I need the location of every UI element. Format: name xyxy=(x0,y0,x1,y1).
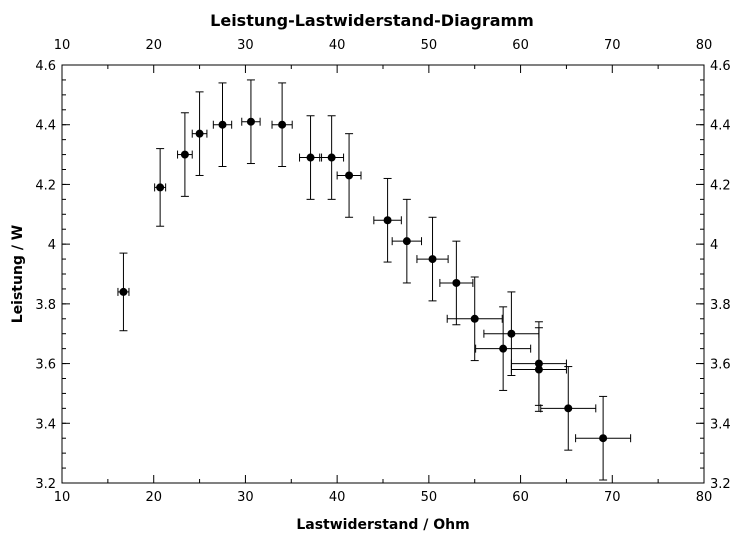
y-tick-label-left: 4 xyxy=(48,238,56,253)
x-tick-label-top: 30 xyxy=(237,38,254,53)
x-tick-label-bottom: 40 xyxy=(329,490,346,505)
x-tick-label-bottom: 10 xyxy=(54,490,71,505)
x-tick-label-top: 20 xyxy=(145,38,162,53)
x-tick-label-bottom: 70 xyxy=(604,490,621,505)
data-point xyxy=(599,434,608,443)
data-point xyxy=(306,153,315,162)
y-tick-label-right: 4.6 xyxy=(710,59,731,74)
data-point xyxy=(218,120,227,129)
data-point xyxy=(383,216,392,225)
x-axis-label: Lastwiderstand / Ohm xyxy=(296,517,469,533)
data-point xyxy=(470,314,479,323)
x-tick-label-top: 70 xyxy=(604,38,621,53)
y-tick-label-left: 3.6 xyxy=(35,358,56,373)
data-point xyxy=(345,171,354,180)
x-tick-label-bottom: 30 xyxy=(237,490,254,505)
data-point xyxy=(327,153,336,162)
data-point xyxy=(195,129,204,138)
data-point xyxy=(564,404,573,413)
chart-title: Leistung-Lastwiderstand-Diagramm xyxy=(210,11,534,30)
data-points xyxy=(117,79,632,481)
data-point xyxy=(402,237,411,246)
x-tick-label-top: 80 xyxy=(696,38,713,53)
x-tick-label-top: 40 xyxy=(329,38,346,53)
y-tick-label-left: 3.4 xyxy=(35,417,56,432)
x-tick-label-top: 60 xyxy=(512,38,529,53)
x-tick-label-top: 50 xyxy=(421,38,438,53)
y-tick-label-right: 4.4 xyxy=(710,119,731,134)
data-point xyxy=(428,255,437,264)
data-point xyxy=(180,150,189,159)
x-tick-label-bottom: 50 xyxy=(421,490,438,505)
y-tick-label-left: 3.2 xyxy=(35,477,56,492)
axis-ticks xyxy=(61,64,705,484)
y-tick-label-left: 4.6 xyxy=(35,59,56,74)
y-tick-label-left: 3.8 xyxy=(35,298,56,313)
y-tick-label-right: 4.2 xyxy=(710,178,731,193)
data-point xyxy=(246,117,255,126)
x-tick-label-bottom: 80 xyxy=(696,490,713,505)
x-tick-label-bottom: 60 xyxy=(512,490,529,505)
data-point xyxy=(156,183,165,192)
y-tick-label-right: 4 xyxy=(710,238,718,253)
x-tick-label-top: 10 xyxy=(54,38,71,53)
data-point xyxy=(499,344,508,353)
y-tick-label-right: 3.2 xyxy=(710,477,731,492)
data-point xyxy=(507,329,516,338)
y-tick-label-right: 3.6 xyxy=(710,358,731,373)
data-point xyxy=(278,120,287,129)
y-axis-label: Leistung / W xyxy=(10,225,26,324)
y-tick-label-right: 3.4 xyxy=(710,417,731,432)
x-tick-label-bottom: 20 xyxy=(145,490,162,505)
data-point xyxy=(534,365,543,374)
y-tick-label-right: 3.8 xyxy=(710,298,731,313)
data-point xyxy=(452,278,461,287)
plot-frame xyxy=(61,64,705,484)
y-tick-label-left: 4.4 xyxy=(35,119,56,134)
data-point xyxy=(119,287,128,296)
y-tick-label-left: 4.2 xyxy=(35,178,56,193)
